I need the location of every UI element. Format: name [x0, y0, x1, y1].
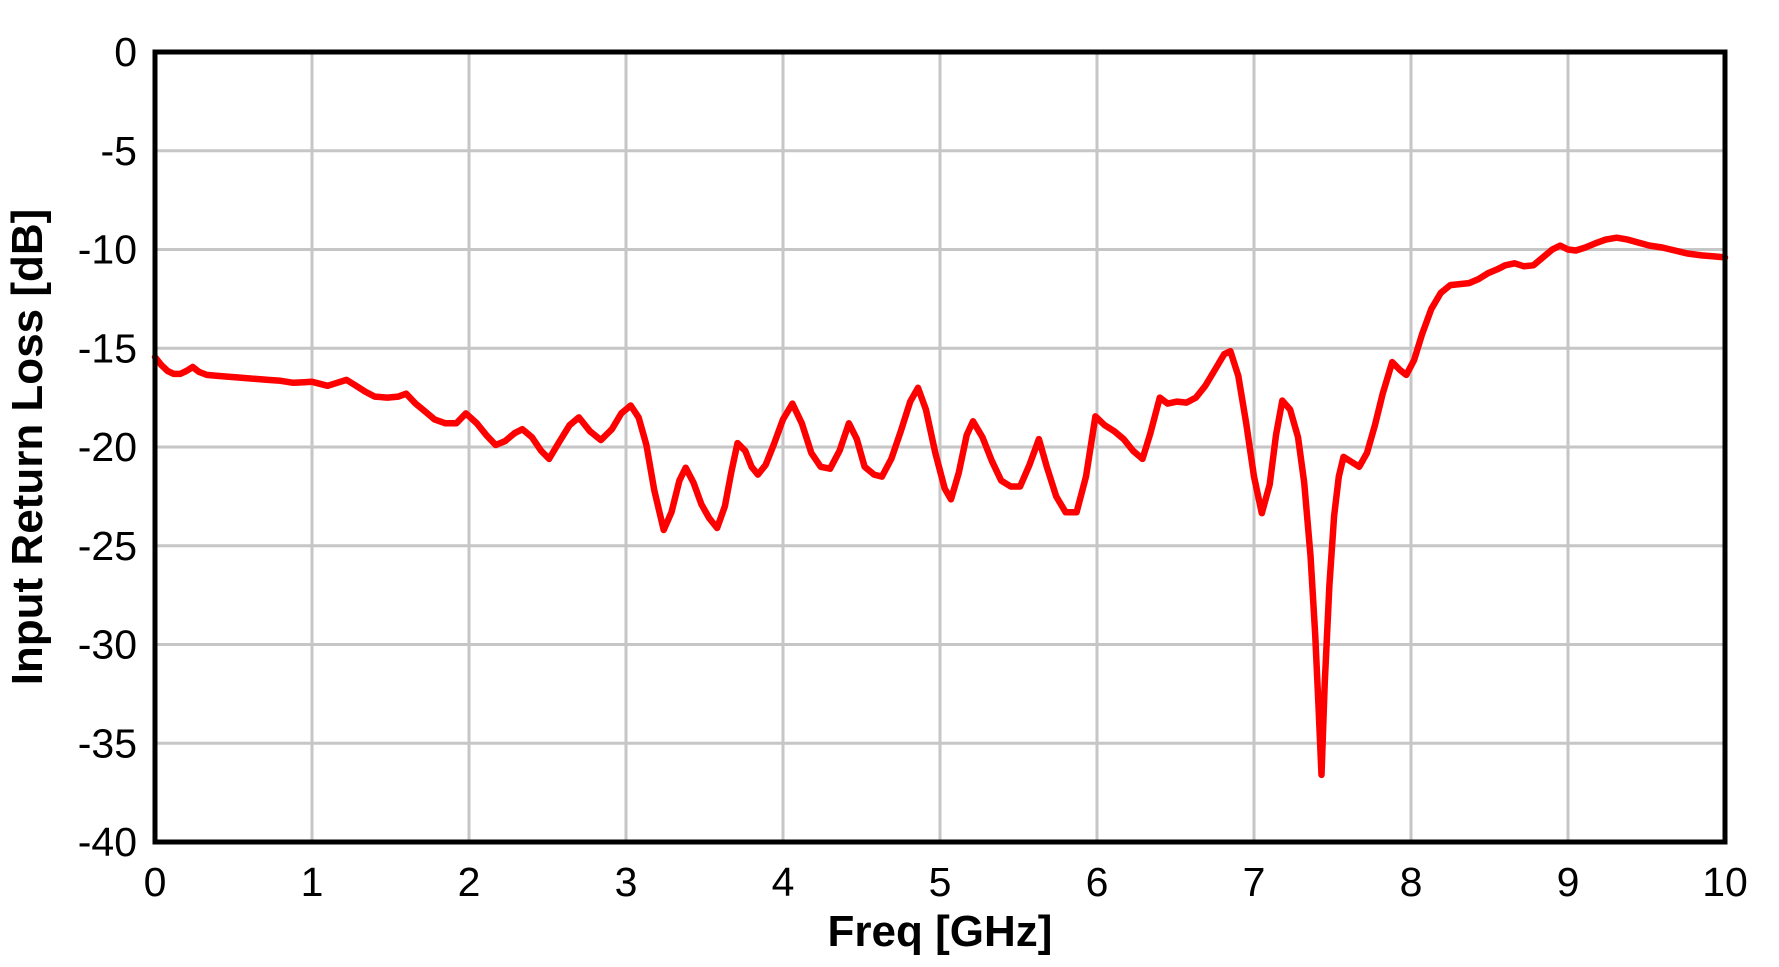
- y-tick-label: -30: [78, 622, 137, 668]
- y-tick-label: -10: [78, 227, 137, 273]
- y-tick-label: -40: [78, 819, 137, 865]
- x-tick-label: 3: [615, 859, 638, 905]
- x-tick-label: 2: [458, 859, 481, 905]
- tick-layer: 0 1 2 3 4 5 6 7 8 9 10 0 -5 -10 -15 -20 -25 -30 -35 -40: [78, 29, 1748, 905]
- x-tick-label: 4: [772, 859, 795, 905]
- y-tick-label: -20: [78, 424, 137, 470]
- y-tick-label: -35: [78, 720, 137, 766]
- x-tick-label: 0: [144, 859, 167, 905]
- return-loss-trace: [151, 234, 1729, 779]
- y-tick-label: -15: [78, 325, 137, 371]
- x-tick-label: 7: [1243, 859, 1266, 905]
- plot-border: [152, 49, 1728, 845]
- x-tick-label: 5: [929, 859, 952, 905]
- grid-layer: [155, 52, 1725, 842]
- y-axis-title: Input Return Loss [dB]: [3, 209, 52, 686]
- x-tick-label: 8: [1400, 859, 1423, 905]
- x-tick-label: 10: [1702, 859, 1748, 905]
- y-tick-label: 0: [114, 29, 137, 75]
- x-tick-label: 6: [1086, 859, 1109, 905]
- y-tick-label: -5: [101, 128, 137, 174]
- x-tick-label: 9: [1557, 859, 1580, 905]
- x-tick-label: 1: [301, 859, 324, 905]
- trace-layer: [151, 234, 1729, 779]
- y-tick-label: -25: [78, 523, 137, 569]
- x-axis-title: Freq [GHz]: [828, 907, 1053, 956]
